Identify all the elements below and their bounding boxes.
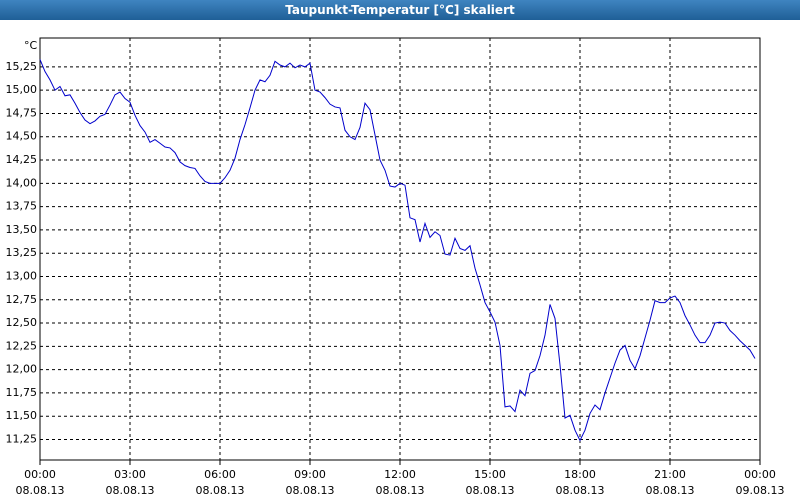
y-tick-label: 13,50 — [6, 223, 38, 236]
x-tick-label: 12:00 — [384, 468, 416, 481]
x-tick-date: 08.08.13 — [106, 484, 155, 497]
y-tick-label: 12,50 — [6, 316, 38, 329]
title-bar: Taupunkt-Temperatur [°C] skaliert — [0, 0, 800, 20]
x-tick-label: 21:00 — [654, 468, 686, 481]
x-tick-date: 09.08.13 — [736, 484, 785, 497]
y-tick-label: 15,25 — [6, 60, 38, 73]
y-unit: °C — [24, 39, 38, 52]
x-tick-date: 08.08.13 — [286, 484, 335, 497]
x-tick-date: 08.08.13 — [646, 484, 695, 497]
y-tick-label: 11,75 — [6, 386, 38, 399]
y-tick-label: 12,25 — [6, 339, 38, 352]
x-tick-date: 08.08.13 — [556, 484, 605, 497]
x-tick-label: 18:00 — [564, 468, 596, 481]
x-tick-label: 06:00 — [204, 468, 236, 481]
x-tick-label: 09:00 — [294, 468, 326, 481]
x-tick-date: 08.08.13 — [16, 484, 65, 497]
y-tick-label: 15,00 — [6, 83, 38, 96]
x-tick-date: 08.08.13 — [376, 484, 425, 497]
y-tick-label: 12,00 — [6, 363, 38, 376]
x-tick-label: 00:00 — [24, 468, 56, 481]
data-line — [39, 59, 756, 442]
x-tick-label: 15:00 — [474, 468, 506, 481]
chart: °C 11,25 11,50 11,75 12,00 12,25 12,50 12,75 13,… — [6, 37, 785, 497]
y-tick-label: 14,50 — [6, 130, 38, 143]
y-tick-label: 14,25 — [6, 153, 38, 166]
y-tick-label: 13,00 — [6, 269, 38, 282]
y-tick-label: 13,75 — [6, 200, 38, 213]
x-tick-label: 00:00 — [744, 468, 776, 481]
x-tick-date: 08.08.13 — [196, 484, 245, 497]
y-tick-label: 13,25 — [6, 246, 38, 259]
y-tick-label: 11,25 — [6, 433, 38, 446]
plot-frame — [39, 37, 761, 461]
x-tick-label: 03:00 — [114, 468, 146, 481]
y-tick-label: 14,75 — [6, 106, 38, 119]
y-tick-label: 14,00 — [6, 176, 38, 189]
y-tick-label: 11,50 — [6, 409, 38, 422]
x-tick-date: 08.08.13 — [466, 484, 515, 497]
y-tick-label: 12,75 — [6, 293, 38, 306]
